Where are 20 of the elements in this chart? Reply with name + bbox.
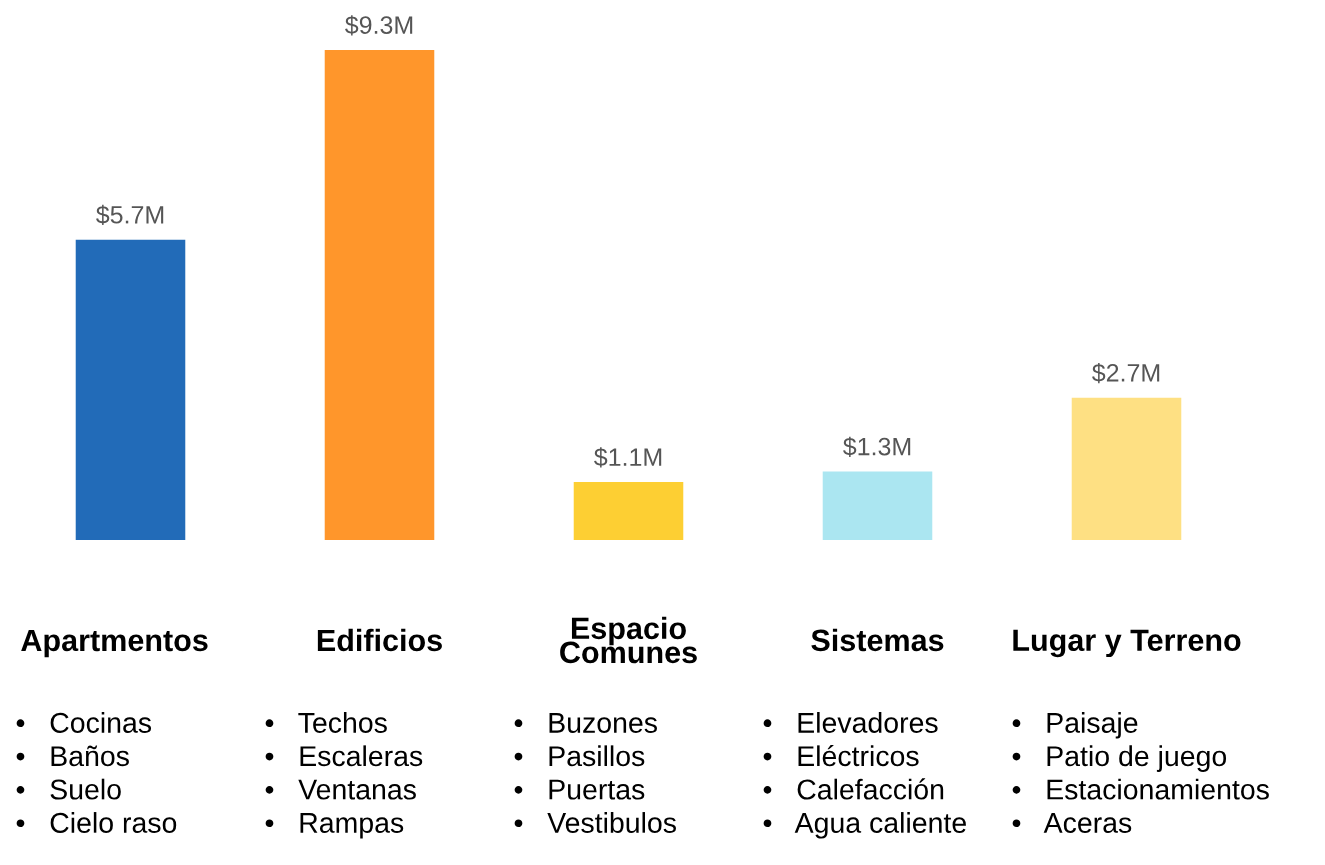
bar [324,50,435,540]
data-label: $1.3M [843,436,911,457]
bar [822,471,933,540]
text: • Cocinas • Baños • Suelo • Cielo raso [16,712,177,833]
text: • Elevadores • Eléctricos • Calefacción • Agua caliente [763,712,966,839]
x-tick-label: Sistemas [811,628,944,652]
data-label: $9.3M [345,15,413,36]
bar [75,239,186,540]
bar [573,482,684,540]
text: • Paisaje • Patio de juego • Estacionamientos • Aceras [1012,712,1269,833]
bar [1071,397,1182,540]
x-tick-label: Espacio Comunes [560,616,697,664]
text: • Techos • Escaleras • Ventanas • Rampas [265,712,423,839]
x-tick-label: Apartmentos [21,629,208,658]
x-tick-label: Edificios [317,628,442,652]
x-tick-label: Lugar y Terreno [1013,629,1241,658]
data-label: $1.1M [594,447,662,468]
data-label: $2.7M [1092,362,1160,384]
text: • Buzones • Pasillos • Puertas • Vestibulos [514,713,676,833]
data-label: $5.7M [96,204,164,226]
